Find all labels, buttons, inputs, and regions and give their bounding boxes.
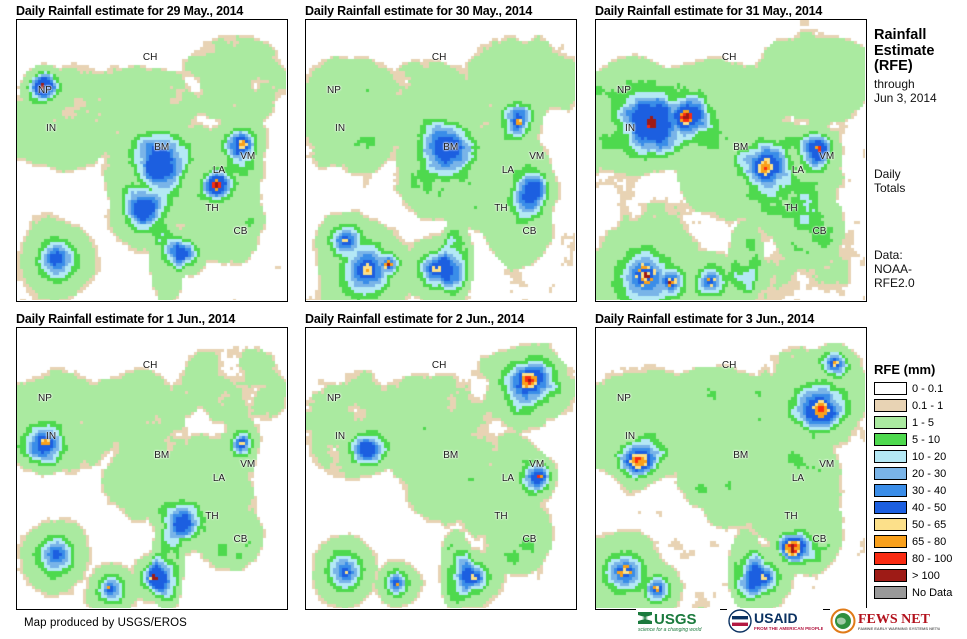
rail-data-line3: RFE2.0	[874, 276, 915, 290]
panel-2-jun: Daily Rainfall estimate for 2 Jun., 2014…	[305, 312, 577, 610]
legend-label: 5 - 10	[912, 433, 941, 446]
map-frame[interactable]: CH NP IN BM VM LA TH CB	[16, 19, 288, 302]
map-frame[interactable]: CH NP IN BM VM LA TH CB	[595, 327, 867, 610]
panel-title: Daily Rainfall estimate for 30 May., 201…	[305, 4, 533, 18]
panel-title: Daily Rainfall estimate for 31 May., 201…	[595, 4, 823, 18]
rail-totals-line2: Totals	[874, 181, 906, 195]
country-borders	[306, 20, 575, 300]
legend-swatch	[874, 501, 907, 514]
legend-item: 0 - 0.1	[874, 380, 967, 397]
rail-totals-line1: Daily	[874, 167, 901, 181]
panel-title: Daily Rainfall estimate for 1 Jun., 2014	[16, 312, 236, 326]
svg-text:USGS: USGS	[654, 611, 697, 628]
legend-swatch	[874, 416, 907, 429]
svg-text:science for a changing world: science for a changing world	[638, 627, 702, 633]
rainfall-raster	[306, 20, 575, 300]
legend-rows: 0 - 0.1 0.1 - 1 1 - 5 5 - 10 10 - 20 20 - 30 3…	[874, 380, 967, 601]
panel-title: Daily Rainfall estimate for 29 May., 201…	[16, 4, 244, 18]
rainfall-raster	[17, 328, 286, 608]
usgs-logo: USGS science for a changing world	[636, 608, 720, 634]
legend-label: 80 - 100	[912, 552, 953, 565]
legend-item: 20 - 30	[874, 465, 967, 482]
panel-31-may: Daily Rainfall estimate for 31 May., 201…	[595, 4, 867, 302]
legend-item: 0.1 - 1	[874, 397, 967, 414]
legend-item: 1 - 5	[874, 414, 967, 431]
legend-label: 1 - 5	[912, 416, 935, 429]
usaid-logo: USAID FROM THE AMERICAN PEOPLE	[727, 608, 823, 634]
map-frame[interactable]: CH NP IN BM VM LA TH CB	[305, 327, 577, 610]
rainfall-raster	[596, 328, 865, 608]
legend-swatch	[874, 399, 907, 412]
legend-item: 40 - 50	[874, 499, 967, 516]
legend-label: 30 - 40	[912, 484, 947, 497]
map-frame[interactable]: CH NP IN BM VM LA TH CB	[16, 327, 288, 610]
legend-swatch	[874, 552, 907, 565]
rainfall-raster	[596, 20, 865, 300]
legend-label: 0.1 - 1	[912, 399, 944, 412]
legend-label: 40 - 50	[912, 501, 947, 514]
svg-text:FROM THE AMERICAN PEOPLE: FROM THE AMERICAN PEOPLE	[754, 626, 823, 631]
country-borders	[596, 328, 865, 608]
panel-title: Daily Rainfall estimate for 3 Jun., 2014	[595, 312, 815, 326]
legend-item: 30 - 40	[874, 482, 967, 499]
rail-totals-block: Daily Totals	[874, 167, 905, 195]
legend-swatch	[874, 467, 907, 480]
legend-label: > 100	[912, 569, 940, 582]
legend: RFE (mm) 0 - 0.1 0.1 - 1 1 - 5 5 - 10 10 - 2…	[874, 362, 967, 601]
legend-item: No Data	[874, 584, 967, 601]
rail-title-line3: (RFE)	[874, 58, 913, 74]
legend-label: 0 - 0.1	[912, 382, 944, 395]
panel-1-jun: Daily Rainfall estimate for 1 Jun., 2014…	[16, 312, 288, 610]
legend-swatch	[874, 484, 907, 497]
rail-title-block: Rainfall Estimate (RFE) through Jun 3, 2…	[874, 27, 937, 105]
svg-text:FEWS NET: FEWS NET	[858, 612, 931, 627]
rail-title-line1: Rainfall	[874, 27, 927, 43]
rail-data-line1: Data:	[874, 248, 903, 262]
legend-label: 50 - 65	[912, 518, 947, 531]
legend-label: 65 - 80	[912, 535, 947, 548]
map-credit: Map produced by USGS/EROS	[24, 617, 187, 629]
legend-label: No Data	[912, 586, 953, 599]
rail-title-line2: Estimate	[874, 42, 935, 59]
panel-title: Daily Rainfall estimate for 2 Jun., 2014	[305, 312, 525, 326]
country-borders	[17, 20, 286, 300]
legend-swatch	[874, 450, 907, 463]
legend-swatch	[874, 535, 907, 548]
legend-title: RFE (mm)	[874, 362, 936, 377]
fewsnet-logo: FEWS NET FAMINE EARLY WARNING SYSTEMS NE…	[830, 608, 940, 634]
panel-29-may: Daily Rainfall estimate for 29 May., 201…	[16, 4, 288, 302]
country-borders	[306, 328, 575, 608]
legend-swatch	[874, 569, 907, 582]
country-borders	[17, 328, 286, 608]
right-rail: Rainfall Estimate (RFE) through Jun 3, 2…	[869, 0, 967, 639]
map-frame[interactable]: CH NP IN BM VM LA TH CB	[305, 19, 577, 302]
rainfall-raster	[17, 20, 286, 300]
legend-item: 65 - 80	[874, 533, 967, 550]
rail-data-line2: NOAA-	[874, 262, 913, 276]
legend-swatch	[874, 382, 907, 395]
legend-swatch	[874, 518, 907, 531]
legend-item: 80 - 100	[874, 550, 967, 567]
legend-item: 50 - 65	[874, 516, 967, 533]
legend-label: 20 - 30	[912, 467, 947, 480]
panel-3-jun: Daily Rainfall estimate for 3 Jun., 2014…	[595, 312, 867, 610]
legend-item: 10 - 20	[874, 448, 967, 465]
legend-swatch	[874, 586, 907, 599]
rainfall-raster	[306, 328, 575, 608]
legend-item: > 100	[874, 567, 967, 584]
rail-data-block: Data: NOAA- RFE2.0	[874, 248, 915, 290]
legend-label: 10 - 20	[912, 450, 947, 463]
legend-item: 5 - 10	[874, 431, 967, 448]
svg-text:USAID: USAID	[754, 610, 798, 626]
rail-through-label: through	[874, 76, 915, 91]
panel-30-may: Daily Rainfall estimate for 30 May., 201…	[305, 4, 577, 302]
svg-text:FAMINE EARLY WARNING SYSTEMS N: FAMINE EARLY WARNING SYSTEMS NETWORK	[858, 626, 940, 631]
country-borders	[596, 20, 865, 300]
rail-through-date: Jun 3, 2014	[874, 90, 937, 105]
legend-swatch	[874, 433, 907, 446]
map-frame[interactable]: CH NP IN BM VM LA TH CB	[595, 19, 867, 302]
logo-strip: USGS science for a changing world USAID …	[636, 606, 940, 636]
